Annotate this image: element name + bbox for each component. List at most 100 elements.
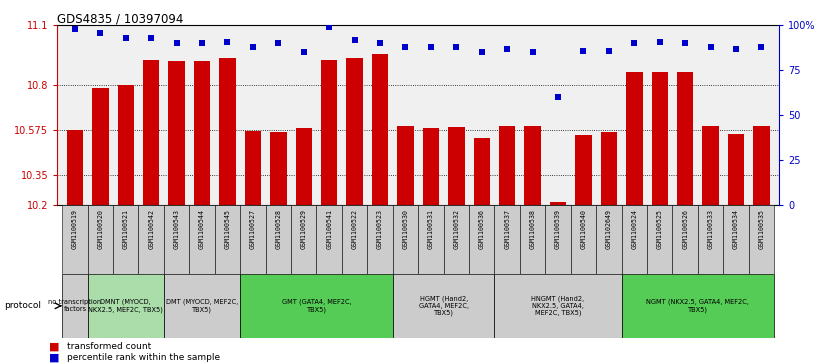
Point bbox=[501, 46, 514, 52]
Bar bbox=[215, 205, 240, 274]
Bar bbox=[321, 60, 338, 363]
Bar bbox=[193, 61, 211, 363]
Text: GSM1100521: GSM1100521 bbox=[122, 208, 129, 249]
Text: GSM1100540: GSM1100540 bbox=[580, 208, 587, 249]
Bar bbox=[139, 205, 164, 274]
Bar bbox=[469, 205, 494, 274]
Bar bbox=[67, 130, 83, 363]
Bar bbox=[520, 205, 545, 274]
Text: GSM1100534: GSM1100534 bbox=[733, 208, 739, 249]
Bar bbox=[626, 72, 643, 363]
Text: GSM1102649: GSM1102649 bbox=[606, 208, 612, 249]
Bar bbox=[596, 205, 622, 274]
Bar bbox=[728, 134, 744, 363]
Point bbox=[628, 40, 641, 46]
Text: GMT (GATA4, MEF2C,
TBX5): GMT (GATA4, MEF2C, TBX5) bbox=[282, 299, 352, 313]
Point bbox=[475, 49, 488, 55]
Text: GSM1100528: GSM1100528 bbox=[275, 208, 282, 249]
Bar bbox=[753, 126, 769, 363]
Point bbox=[272, 40, 285, 46]
Bar bbox=[342, 205, 367, 274]
Point bbox=[730, 46, 743, 52]
Text: GSM1100525: GSM1100525 bbox=[657, 208, 663, 249]
Bar bbox=[698, 205, 723, 274]
Bar bbox=[240, 205, 266, 274]
Bar bbox=[749, 205, 774, 274]
Point bbox=[704, 44, 717, 50]
Bar bbox=[346, 58, 363, 363]
Text: protocol: protocol bbox=[4, 301, 41, 310]
Text: GSM1100541: GSM1100541 bbox=[326, 208, 332, 249]
Bar bbox=[62, 274, 87, 338]
Point bbox=[526, 49, 539, 55]
Text: ■: ■ bbox=[49, 352, 60, 363]
Bar bbox=[245, 131, 261, 363]
Bar bbox=[651, 72, 668, 363]
Bar bbox=[494, 205, 520, 274]
Bar bbox=[423, 128, 439, 363]
Bar bbox=[622, 274, 774, 338]
Bar bbox=[87, 274, 164, 338]
Bar bbox=[62, 205, 87, 274]
Bar bbox=[270, 132, 286, 363]
Text: ■: ■ bbox=[49, 342, 60, 352]
Bar bbox=[723, 205, 749, 274]
Text: GSM1100537: GSM1100537 bbox=[504, 208, 510, 249]
Text: GSM1100532: GSM1100532 bbox=[454, 208, 459, 249]
Text: GSM1100529: GSM1100529 bbox=[301, 208, 307, 249]
Text: no transcription
factors: no transcription factors bbox=[48, 299, 101, 312]
Bar bbox=[317, 205, 342, 274]
Point bbox=[69, 26, 82, 32]
Text: GSM1100524: GSM1100524 bbox=[632, 208, 637, 249]
Bar bbox=[622, 205, 647, 274]
Bar bbox=[220, 58, 236, 363]
Bar bbox=[168, 61, 185, 363]
Bar bbox=[647, 205, 672, 274]
Text: GSM1100531: GSM1100531 bbox=[428, 208, 434, 249]
Text: GSM1100536: GSM1100536 bbox=[479, 208, 485, 249]
Text: GSM1100526: GSM1100526 bbox=[682, 208, 688, 249]
Bar bbox=[367, 205, 392, 274]
Point bbox=[755, 44, 768, 50]
Bar bbox=[525, 126, 541, 363]
Text: HGMT (Hand2,
GATA4, MEF2C,
TBX5): HGMT (Hand2, GATA4, MEF2C, TBX5) bbox=[419, 295, 468, 316]
Point bbox=[552, 94, 565, 100]
Text: GSM1100533: GSM1100533 bbox=[707, 208, 714, 249]
Bar bbox=[189, 205, 215, 274]
Text: transformed count: transformed count bbox=[67, 342, 151, 351]
Bar bbox=[266, 205, 291, 274]
Text: GSM1100538: GSM1100538 bbox=[530, 208, 535, 249]
Bar bbox=[118, 85, 134, 363]
Point bbox=[399, 44, 412, 50]
Point bbox=[450, 44, 463, 50]
Text: DMNT (MYOCD,
NKX2.5, MEF2C, TBX5): DMNT (MYOCD, NKX2.5, MEF2C, TBX5) bbox=[88, 299, 163, 313]
Text: GSM1100544: GSM1100544 bbox=[199, 208, 205, 249]
Point bbox=[94, 30, 107, 36]
Bar bbox=[473, 138, 490, 363]
Text: GSM1100530: GSM1100530 bbox=[402, 208, 409, 249]
Bar bbox=[164, 205, 189, 274]
Text: GSM1100522: GSM1100522 bbox=[352, 208, 357, 249]
Text: GDS4835 / 10397094: GDS4835 / 10397094 bbox=[57, 12, 184, 25]
Text: DMT (MYOCD, MEF2C,
TBX5): DMT (MYOCD, MEF2C, TBX5) bbox=[166, 299, 238, 313]
Point bbox=[322, 24, 335, 30]
Point bbox=[246, 44, 259, 50]
Text: GSM1100520: GSM1100520 bbox=[97, 208, 104, 249]
Point bbox=[196, 40, 209, 46]
Bar bbox=[494, 274, 622, 338]
Bar bbox=[499, 126, 516, 363]
Text: HNGMT (Hand2,
NKX2.5, GATA4,
MEF2C, TBX5): HNGMT (Hand2, NKX2.5, GATA4, MEF2C, TBX5… bbox=[531, 295, 584, 316]
Bar bbox=[672, 205, 698, 274]
Text: GSM1100527: GSM1100527 bbox=[250, 208, 256, 249]
Text: GSM1100523: GSM1100523 bbox=[377, 208, 383, 249]
Bar bbox=[575, 135, 592, 363]
Point bbox=[654, 39, 667, 45]
Bar bbox=[448, 127, 464, 363]
Text: GSM1100519: GSM1100519 bbox=[72, 208, 78, 249]
Text: GSM1100535: GSM1100535 bbox=[759, 208, 765, 249]
Bar bbox=[419, 205, 444, 274]
Bar bbox=[397, 126, 414, 363]
Bar bbox=[240, 274, 392, 338]
Bar bbox=[92, 88, 109, 363]
Point bbox=[297, 49, 310, 55]
